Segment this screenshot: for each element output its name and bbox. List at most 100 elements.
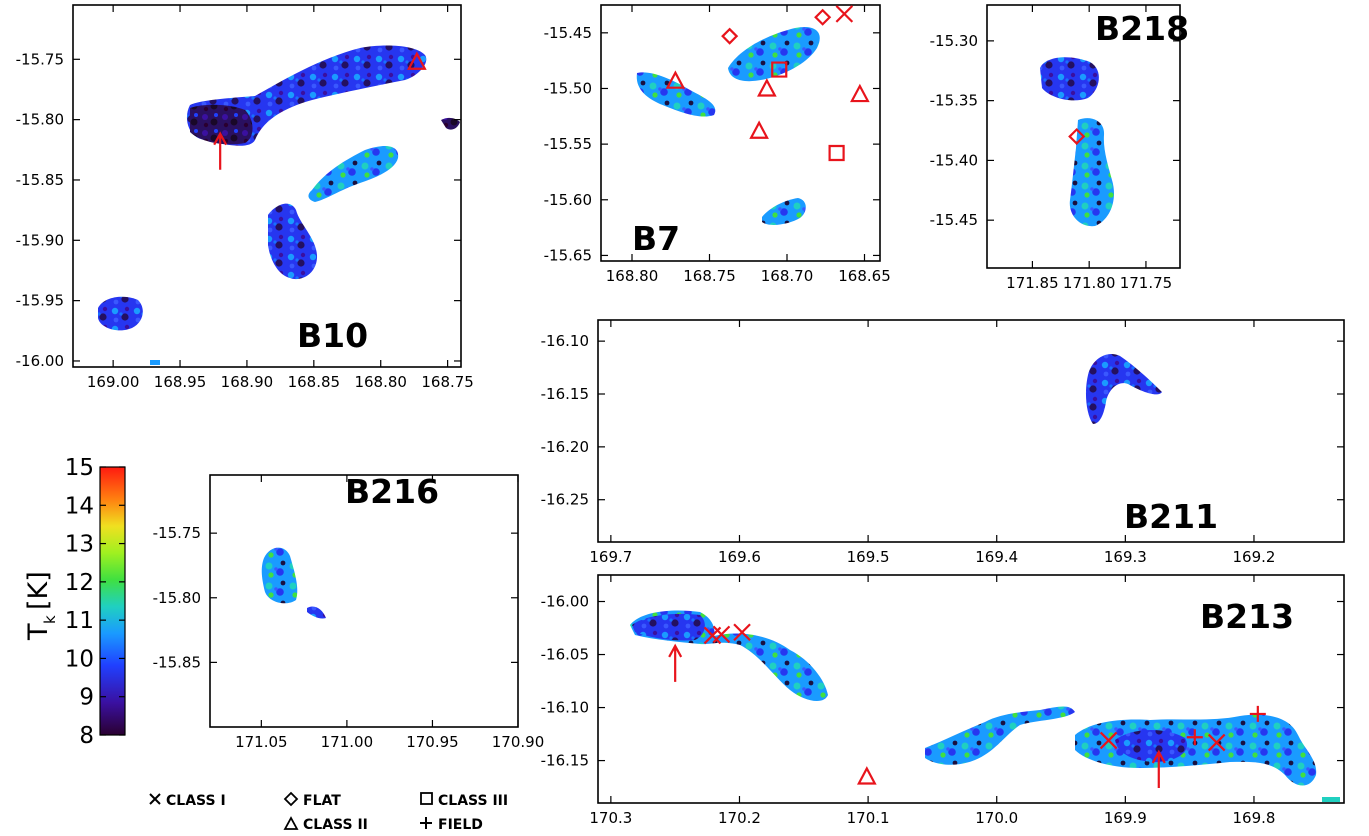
panel-b211-frame (597, 319, 1345, 543)
panel-b7: 168.80 168.75 168.70 168.65 -15.45 -15.50 -15.… (544, 4, 891, 285)
b10-dark-core (190, 104, 253, 145)
y-tick-label: -16.10 (541, 699, 589, 717)
marker-x (835, 5, 854, 23)
panel-b218-emission (1040, 57, 1115, 227)
legend-class3: CLASS III (420, 792, 508, 809)
b218-clump-2 (1069, 118, 1115, 227)
x-tick-label: 169.6 (718, 548, 761, 566)
flat-diamond-icon (283, 791, 299, 807)
y-tick-label: -16.00 (541, 593, 589, 611)
x-tick-label: 170.95 (406, 733, 459, 751)
marker-legend: CLASS I FLAT CLASS III CLASS II FIELD (149, 791, 508, 833)
b10-clump-5 (441, 117, 460, 130)
colorbar-gradient (99, 466, 126, 736)
panel-b10-title: B10 (297, 316, 368, 355)
y-tick-label: -15.80 (16, 111, 64, 129)
panel-b211-emission (1085, 354, 1162, 424)
b213-east-core (1115, 729, 1188, 762)
class2-triangle-icon (283, 816, 299, 830)
x-tick-label: 169.2 (1232, 548, 1275, 566)
legend-class1-label: CLASS I (166, 793, 226, 809)
b213-east-filament (1075, 714, 1317, 786)
y-tick-label: -15.75 (153, 524, 201, 542)
legend-field: FIELD (420, 817, 483, 833)
marker-arrow (1151, 749, 1166, 788)
colorbar-tick-label: 8 (79, 723, 94, 749)
y-tick-label: -16.00 (16, 352, 64, 370)
panel-b218: 171.85 171.80 171.75 -15.30 -15.35 -15.40 -15.… (930, 4, 1189, 292)
legend-class1: CLASS I (149, 793, 226, 809)
x-tick-label: 171.05 (235, 733, 288, 751)
y-tick-label: -16.20 (541, 438, 589, 456)
x-tick-label: 168.95 (154, 373, 207, 391)
colorbar-tick-label: 9 (79, 685, 94, 711)
panel-b7-emission (636, 26, 820, 225)
colorbar-tick-label: 13 (65, 532, 94, 558)
colorbar-tick-label: 12 (65, 570, 94, 596)
x-tick-label: 170.1 (847, 809, 890, 827)
b211-clump (1085, 354, 1162, 424)
marker-plus (1186, 729, 1203, 746)
panel-b216-ticks: 171.05 171.00 170.95 170.90 -15.75 -15.80 -15.… (153, 475, 545, 751)
y-tick-label: -15.35 (930, 92, 978, 110)
x-tick-label: 168.70 (761, 267, 814, 285)
marker-triangle (850, 83, 870, 103)
panel-b10-markers (213, 51, 427, 170)
colorbar-ticks: 15 14 13 12 11 10 9 8 (65, 455, 125, 749)
panel-b216: 171.05 171.00 170.95 170.90 -15.75 -15.80 -15.… (153, 472, 545, 751)
y-tick-label: -16.10 (541, 332, 589, 350)
class1-x-icon (149, 793, 161, 805)
y-tick-label: -16.25 (541, 491, 589, 509)
x-tick-label: 169.3 (1104, 548, 1147, 566)
b10-clump-2 (308, 146, 399, 202)
marker-square (828, 144, 845, 162)
panel-b10-frame (72, 4, 462, 368)
y-tick-label: -15.60 (544, 191, 592, 209)
y-tick-label: -15.85 (16, 171, 64, 189)
panel-b216-frame (209, 474, 519, 728)
y-tick-label: -15.75 (16, 50, 64, 68)
y-tick-label: -15.90 (16, 231, 64, 249)
y-tick-label: -15.40 (930, 151, 978, 169)
x-tick-label: 168.75 (421, 373, 474, 391)
y-tick-label: -15.80 (153, 589, 201, 607)
b7-clump-3 (762, 198, 806, 225)
panel-b218-frame (986, 4, 1181, 269)
x-tick-label: 171.00 (321, 733, 374, 751)
x-tick-label: 168.80 (354, 373, 407, 391)
marker-triangle (407, 51, 427, 70)
b216-clump-2 (307, 606, 326, 619)
colorbar-tick-label: 11 (65, 608, 94, 634)
legend-class3-label: CLASS III (438, 793, 508, 809)
x-tick-label: 170.90 (492, 733, 545, 751)
panel-b213-emission (630, 610, 1340, 802)
x-tick-label: 170.3 (589, 809, 632, 827)
panel-b7-frame (600, 4, 881, 262)
panel-b216-emission (261, 547, 326, 619)
panel-b10-ticks: 169.00 168.95 168.90 168.85 168.80 168.75 -15.… (16, 5, 474, 391)
field-plus-icon (420, 817, 432, 829)
b7-clump-1 (636, 72, 716, 117)
x-tick-label: 168.80 (606, 267, 659, 285)
class3-square-icon (420, 792, 433, 805)
marker-x (1099, 731, 1118, 750)
panel-b216-title: B216 (345, 472, 439, 511)
y-tick-label: -16.15 (541, 752, 589, 770)
b213-edge-bit (1322, 797, 1340, 802)
marker-diamond (721, 27, 739, 45)
b216-clump-1 (261, 547, 298, 604)
y-tick-label: -15.85 (153, 653, 201, 671)
x-tick-label: 171.80 (1063, 274, 1116, 292)
panel-b213: 170.3 170.2 170.1 170.0 169.9 169.8 -16.00 -16.… (541, 574, 1345, 827)
y-tick-label: -15.30 (930, 32, 978, 50)
panel-b211: 169.7 169.6 169.5 169.4 169.3 169.2 -16.10 -16.… (541, 319, 1345, 566)
legend-class2-label: CLASS II (303, 817, 368, 833)
b213-west-core (632, 613, 705, 641)
b213-mid-filament (925, 706, 1075, 765)
panel-b211-ticks: 169.7 169.6 169.5 169.4 169.3 169.2 -16.10 -16.… (541, 320, 1344, 566)
y-tick-label: -15.65 (544, 246, 592, 264)
marker-arrow (668, 643, 683, 682)
panel-b213-markers (668, 623, 1266, 788)
panel-b7-markers (665, 5, 870, 162)
x-tick-label: 170.2 (718, 809, 761, 827)
